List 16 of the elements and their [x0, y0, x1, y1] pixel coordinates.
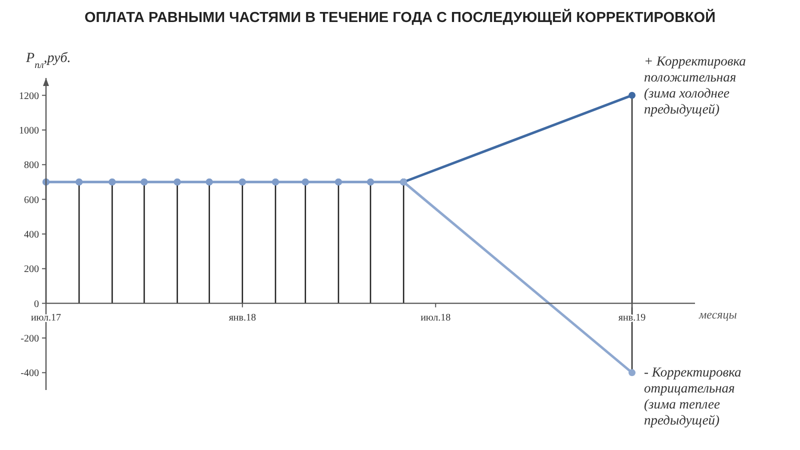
x-axis-title: месяцы — [698, 307, 737, 322]
y-tick-label: 0 — [34, 298, 39, 310]
y-axis-title: P$_{пл}$,руб. — [25, 51, 71, 70]
y-tick-label: -400 — [20, 368, 39, 380]
annotation: - Корректировка отрицательная (зима теплее предыдущей) — [644, 364, 742, 428]
y-tick-label: 1000 — [19, 126, 39, 136]
y-tick-label: 200 — [24, 264, 39, 276]
chart-title: ОПЛАТА РАВНЫМИ ЧАСТЯМИ В ТЕЧЕНИЕ ГОДА С ПОСЛЕДУЮЩЕЙ КОРРЕКТИРОВКОЙ — [84, 8, 716, 26]
y-tick-label: 400 — [24, 230, 39, 240]
annotation: + Корректировка положительная (зима холоднее предыдущей) — [644, 53, 746, 116]
y-tick-label: 800 — [24, 160, 39, 172]
y-tick-label: 600 — [24, 194, 39, 206]
y-tick-label: 1200 — [19, 90, 39, 102]
y-tick-label: -200 — [20, 334, 39, 344]
x-tick-label: янв.18 — [228, 312, 256, 324]
x-tick-label: июл.18 — [420, 312, 451, 324]
